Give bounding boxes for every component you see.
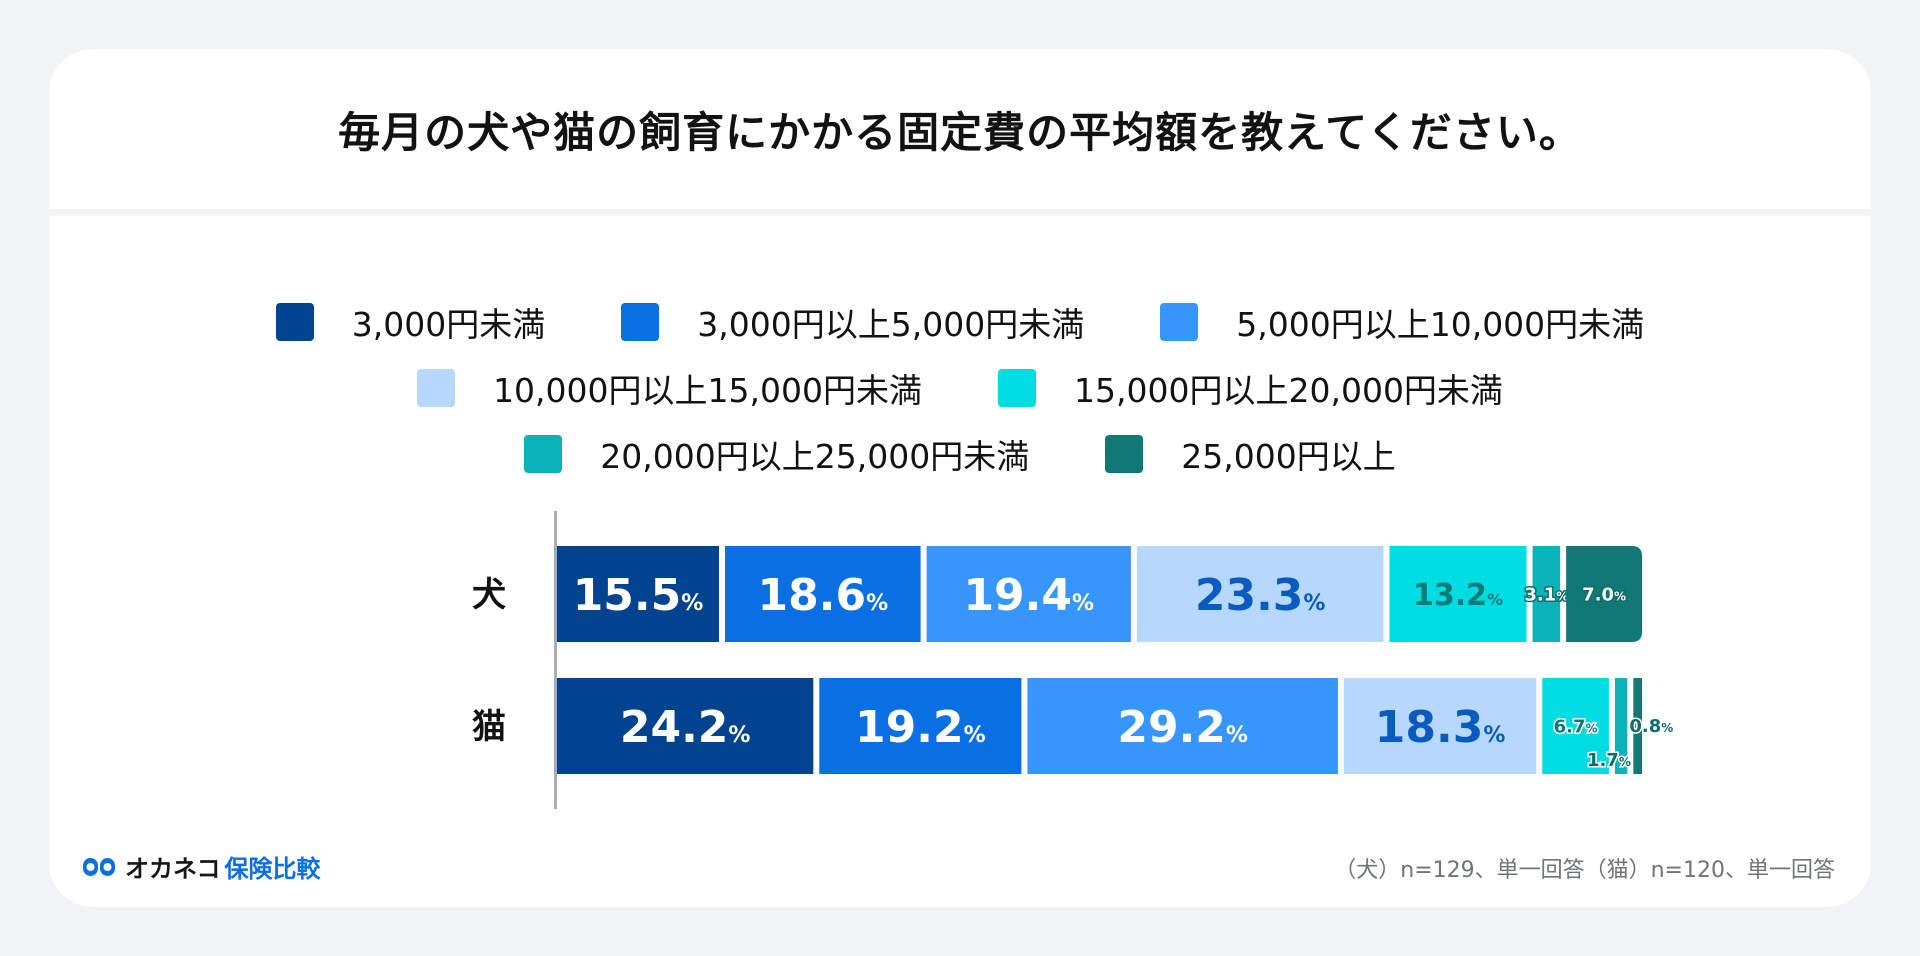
legend-item: 3,000円未満 — [275, 298, 546, 346]
legend-label: 3,000円未満 — [351, 305, 546, 344]
legend-row: 3,000円未満 3,000円以上5,000円未満 5,000円以上10,000円未… — [49, 289, 1871, 355]
data-label: 0.8% — [1629, 716, 1673, 737]
legend-row: 10,000円以上15,000円未満 15,000円以上20,000円未満 — [49, 355, 1871, 421]
data-label: 23.3% — [1195, 570, 1326, 621]
brand-logo: オカネコ 保険比較 — [83, 849, 321, 884]
legend-item: 15,000円以上20,000円未満 — [998, 364, 1503, 412]
bar-segment — [1136, 546, 1384, 642]
legend: 3,000円未満 3,000円以上5,000円未満 5,000円以上10,000円未… — [49, 289, 1871, 487]
legend-item: 3,000円以上5,000円未満 — [621, 298, 1084, 346]
data-label: 15.5% — [573, 570, 704, 621]
bar-segment — [725, 546, 921, 642]
data-label: 18.6% — [758, 570, 889, 621]
legend-item: 10,000円以上15,000円未満 — [417, 364, 922, 412]
data-label: 19.4% — [963, 570, 1094, 621]
legend-label: 10,000円以上15,000円未満 — [493, 371, 922, 410]
chart-card: 毎月の犬や猫の飼育にかかる固定費の平均額を教えてください。 3,000円未満 3,… — [49, 49, 1871, 907]
sample-size-note: （犬）n=129、単一回答（猫）n=120、単一回答 — [1334, 858, 1835, 883]
bar-segment — [557, 546, 720, 642]
data-label: 7.0% — [1582, 584, 1626, 605]
bar-chart: 犬 15.5% 18.6% 19.4% 23.3% 13.2% 3.1% 7.0% 猫 24.2%… — [472, 511, 1675, 809]
legend-label: 20,000円以上25,000円未満 — [600, 437, 1030, 476]
bar-segment — [557, 678, 814, 774]
chart-title: 毎月の犬や猫の飼育にかかる固定費の平均額を教えてください。 — [338, 107, 1582, 157]
bar-segment — [1614, 678, 1628, 774]
legend-swatch — [621, 303, 660, 341]
bar-segment — [1566, 546, 1642, 642]
bar-segment — [1389, 546, 1527, 642]
bar-segment — [1633, 678, 1642, 774]
legend-swatch — [1105, 435, 1144, 473]
bar-segment — [819, 678, 1022, 774]
legend-swatch — [275, 303, 314, 341]
legend-item: 5,000円以上10,000円未満 — [1160, 298, 1644, 346]
brand-name: オカネコ — [125, 855, 221, 883]
legend-label: 5,000円以上10,000円未満 — [1236, 305, 1645, 344]
brand-eyes-icon — [83, 857, 115, 876]
data-label: 29.2% — [1117, 702, 1248, 753]
legend-label: 3,000円以上5,000円未満 — [697, 305, 1085, 344]
category-label: 犬 — [472, 575, 506, 615]
legend-swatch — [998, 369, 1036, 407]
legend-row: 20,000円以上25,000円未満 25,000円以上 — [49, 421, 1871, 487]
legend-item: 20,000円以上25,000円未満 — [524, 430, 1029, 478]
legend-swatch — [524, 435, 563, 473]
legend-label: 15,000円以上20,000円未満 — [1074, 371, 1503, 410]
bar-segment — [926, 546, 1131, 642]
data-label: 24.2% — [620, 702, 751, 753]
data-label: 13.2% — [1413, 578, 1503, 613]
bar-segment — [1027, 678, 1338, 774]
category-label: 猫 — [472, 707, 506, 747]
legend-swatch — [417, 369, 456, 407]
legend-label: 25,000円以上 — [1181, 437, 1396, 476]
data-label: 6.7% — [1554, 716, 1598, 737]
legend-item: 25,000円以上 — [1105, 430, 1396, 478]
data-label: 3.1% — [1524, 584, 1568, 605]
bar-segment — [1343, 678, 1537, 774]
brand-subname: 保険比較 — [224, 855, 321, 883]
title-area: 毎月の犬や猫の飼育にかかる固定費の平均額を教えてください。 — [49, 49, 1871, 209]
bar-segment — [1542, 678, 1609, 774]
data-label: 19.2% — [855, 702, 986, 753]
legend-swatch — [1160, 303, 1199, 341]
data-label: 18.3% — [1375, 702, 1506, 753]
divider — [49, 209, 1871, 216]
data-label: 1.7% — [1587, 750, 1631, 771]
bar-segment — [1532, 546, 1561, 642]
